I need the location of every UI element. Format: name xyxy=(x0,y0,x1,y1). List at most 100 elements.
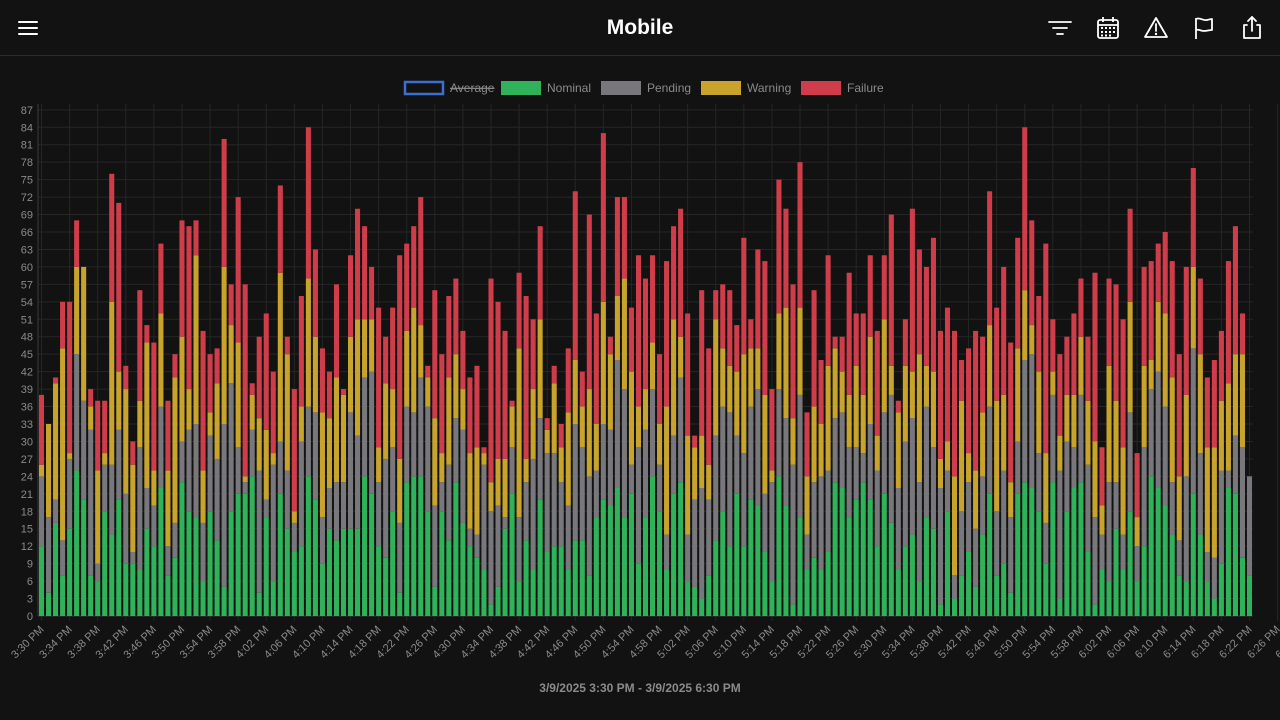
bar-failure xyxy=(951,330,958,477)
bar-nominal xyxy=(888,522,894,616)
bar-nominal xyxy=(446,540,452,616)
bar-failure xyxy=(340,389,347,395)
bar-failure xyxy=(390,307,396,390)
y-tick-label: 84 xyxy=(21,122,33,134)
bar-nominal xyxy=(432,586,438,616)
bar-nominal xyxy=(1218,563,1224,616)
bar-failure xyxy=(172,354,178,378)
bar-warning xyxy=(411,307,417,413)
bar-pending xyxy=(811,482,817,558)
bar-nominal xyxy=(1197,534,1203,616)
bar-pending xyxy=(895,488,901,570)
bar-pending xyxy=(621,389,627,518)
bar-failure xyxy=(1141,266,1147,366)
bar-pending xyxy=(102,464,108,512)
bar-pending xyxy=(1155,371,1161,488)
calendar-icon[interactable] xyxy=(1094,14,1122,42)
bar-nominal xyxy=(685,581,691,616)
bar-pending xyxy=(495,505,501,587)
bar-pending xyxy=(881,412,887,494)
bar-failure xyxy=(628,307,634,372)
bar-nominal xyxy=(987,493,993,616)
bar-warning xyxy=(1183,394,1189,477)
filter-icon[interactable] xyxy=(1046,14,1074,42)
bar-pending xyxy=(1246,476,1253,576)
bar-pending xyxy=(839,412,845,488)
bar-warning xyxy=(741,354,747,454)
bar-warning xyxy=(312,336,318,413)
bar-warning xyxy=(214,383,220,459)
bar-failure xyxy=(874,330,880,436)
bar-nominal xyxy=(783,505,789,616)
bar-failure xyxy=(425,365,431,378)
bar-nominal xyxy=(874,546,880,616)
bar-warning xyxy=(762,394,768,494)
bar-pending xyxy=(1141,447,1147,547)
bar-nominal xyxy=(453,482,459,616)
bar-nominal xyxy=(853,499,859,616)
bar-pending xyxy=(923,406,929,518)
bar-nominal xyxy=(657,511,663,616)
bar-nominal xyxy=(1036,511,1042,616)
bar-warning xyxy=(474,447,480,535)
bar-warning xyxy=(586,389,592,477)
legend-label-failure: Failure xyxy=(847,81,884,95)
bar-pending xyxy=(607,429,613,506)
bar-failure xyxy=(1001,266,1007,395)
flag-icon[interactable] xyxy=(1190,14,1218,42)
bar-failure xyxy=(235,197,241,343)
warning-icon[interactable] xyxy=(1142,14,1170,42)
share-icon[interactable] xyxy=(1238,14,1266,42)
bar-nominal xyxy=(116,499,122,616)
bar-failure xyxy=(853,313,859,366)
bar-pending xyxy=(404,406,410,483)
bar-failure xyxy=(607,336,613,355)
bar-nominal xyxy=(333,540,340,616)
bar-warning xyxy=(516,348,522,518)
bar-warning xyxy=(987,325,993,407)
bar-failure xyxy=(214,348,220,384)
y-tick-label: 81 xyxy=(21,140,33,152)
bar-failure xyxy=(348,255,354,337)
bar-failure xyxy=(720,284,726,349)
bar-nominal xyxy=(635,563,642,616)
y-tick-label: 72 xyxy=(21,192,33,204)
bar-nominal xyxy=(909,534,915,616)
bar-failure xyxy=(1162,232,1168,314)
bar-failure xyxy=(1085,336,1091,401)
bar-pending xyxy=(944,470,951,512)
bar-pending xyxy=(1057,470,1063,599)
bar-pending xyxy=(1008,517,1014,593)
bar-warning xyxy=(628,371,634,465)
bar-nominal xyxy=(973,586,979,616)
bar-failure xyxy=(256,336,262,419)
bar-warning xyxy=(1001,394,1007,471)
bar-failure xyxy=(537,226,543,320)
bar-nominal xyxy=(895,569,901,616)
bar-pending xyxy=(1225,470,1231,488)
bar-pending xyxy=(411,412,417,477)
bar-failure xyxy=(727,290,733,366)
bar-failure xyxy=(291,389,297,512)
bar-pending xyxy=(348,412,354,529)
bar-failure xyxy=(888,214,894,366)
bar-nominal xyxy=(130,563,136,616)
bar-nominal xyxy=(1022,482,1028,616)
bar-nominal xyxy=(474,557,480,616)
bar-nominal xyxy=(916,581,922,616)
bar-failure xyxy=(333,284,340,378)
bar-failure xyxy=(797,162,803,308)
bar-nominal xyxy=(1120,569,1126,616)
bar-warning xyxy=(298,406,304,442)
bar-failure xyxy=(579,371,585,407)
menu-icon[interactable] xyxy=(14,14,42,42)
bar-warning xyxy=(973,470,979,529)
y-tick-label: 69 xyxy=(21,210,33,222)
bar-nominal xyxy=(369,493,375,616)
bar-warning xyxy=(1169,377,1175,483)
bar-pending xyxy=(207,435,213,512)
bar-pending xyxy=(123,493,129,564)
y-tick-label: 27 xyxy=(21,454,33,466)
bar-failure xyxy=(671,226,677,320)
bar-warning xyxy=(1071,394,1077,448)
